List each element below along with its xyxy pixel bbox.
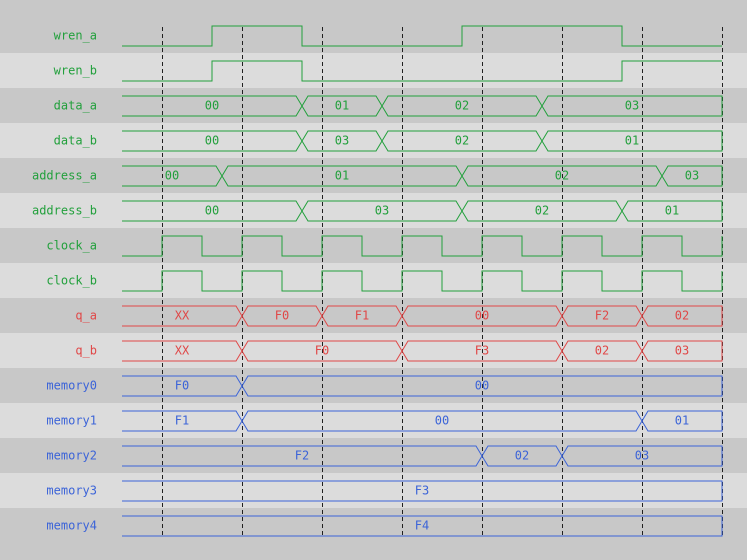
- signal-label-clock_b: clock_b: [46, 274, 97, 288]
- bus-value: 02: [595, 344, 609, 358]
- bus-value: F0: [275, 309, 289, 323]
- bus-value: XX: [175, 344, 190, 358]
- bus-segment-memory1: [641, 410, 723, 432]
- bus-segment-memory2: [561, 445, 723, 467]
- bus-value: F0: [175, 379, 189, 393]
- signal-label-wren_b: wren_b: [54, 64, 97, 78]
- bus-value: 02: [515, 449, 529, 463]
- bus-value: 00: [435, 414, 449, 428]
- waveform-clock_b: [122, 270, 723, 292]
- bus-value: 02: [675, 309, 689, 323]
- bus-value: F3: [415, 484, 429, 498]
- signal-label-address_b: address_b: [32, 204, 97, 218]
- row-band: [0, 158, 747, 193]
- bus-value: 00: [205, 99, 219, 113]
- bus-segment-q_b: [641, 340, 723, 362]
- bus-value: 00: [205, 204, 219, 218]
- bus-segment-memory4: [122, 515, 723, 537]
- row-band: [0, 368, 747, 403]
- signal-label-clock_a: clock_a: [46, 239, 97, 253]
- bus-value: F1: [175, 414, 189, 428]
- row-band: [0, 263, 747, 298]
- signal-label-address_a: address_a: [32, 169, 97, 183]
- signal-label-memory0: memory0: [46, 379, 97, 393]
- row-band: [0, 403, 747, 438]
- bus-value: 01: [335, 169, 349, 183]
- bus-value: 00: [475, 379, 489, 393]
- bus-value: F0: [315, 344, 329, 358]
- bus-segment-q_a: [641, 305, 723, 327]
- bus-value: 03: [335, 134, 349, 148]
- row-band: [0, 333, 747, 368]
- waveform-wren_a: [122, 25, 722, 47]
- signal-label-memory3: memory3: [46, 484, 97, 498]
- bus-value: 01: [665, 204, 679, 218]
- signal-label-memory2: memory2: [46, 449, 97, 463]
- signal-label-q_a: q_a: [75, 309, 97, 323]
- bus-value: F2: [595, 309, 609, 323]
- bus-value: 03: [675, 344, 689, 358]
- bus-value: 00: [165, 169, 179, 183]
- bus-segment-address_b: [621, 200, 723, 222]
- bus-value: 00: [475, 309, 489, 323]
- signal-label-data_b: data_b: [54, 134, 97, 148]
- bus-segment-memory0: [241, 375, 723, 397]
- bus-value: 00: [205, 134, 219, 148]
- bus-segment-memory3: [122, 480, 723, 502]
- bus-value: 03: [625, 99, 639, 113]
- bus-value: 03: [635, 449, 649, 463]
- bus-value: 02: [455, 134, 469, 148]
- bus-value: F4: [415, 519, 429, 533]
- bus-value: 02: [455, 99, 469, 113]
- bus-value: F3: [475, 344, 489, 358]
- bus-value: 01: [335, 99, 349, 113]
- row-band: [0, 473, 747, 508]
- row-band: [0, 193, 747, 228]
- signal-label-q_b: q_b: [75, 344, 97, 358]
- bus-value: 01: [625, 134, 639, 148]
- bus-value: XX: [175, 309, 190, 323]
- row-band: [0, 53, 747, 88]
- bus-value: 03: [685, 169, 699, 183]
- row-band: [0, 438, 747, 473]
- signal-label-memory1: memory1: [46, 414, 97, 428]
- bus-value: F2: [295, 449, 309, 463]
- signal-label-wren_a: wren_a: [54, 29, 97, 43]
- bus-value: F1: [355, 309, 369, 323]
- bus-value: 01: [675, 414, 689, 428]
- bus-segment-data_a: [541, 95, 723, 117]
- waveform-wren_b: [122, 60, 722, 82]
- bus-value: 02: [535, 204, 549, 218]
- row-band: [0, 228, 747, 263]
- waveform-clock_a: [122, 235, 723, 257]
- row-band: [0, 298, 747, 333]
- bus-value: 03: [375, 204, 389, 218]
- signal-label-memory4: memory4: [46, 519, 97, 533]
- row-band: [0, 123, 747, 158]
- bus-value: 02: [555, 169, 569, 183]
- row-band: [0, 508, 747, 543]
- top-margin: [0, 0, 747, 18]
- bus-segment-data_b: [541, 130, 723, 152]
- signal-label-data_a: data_a: [54, 99, 97, 113]
- row-band: [0, 18, 747, 53]
- bus-segment-address_a: [661, 165, 723, 187]
- row-band: [0, 88, 747, 123]
